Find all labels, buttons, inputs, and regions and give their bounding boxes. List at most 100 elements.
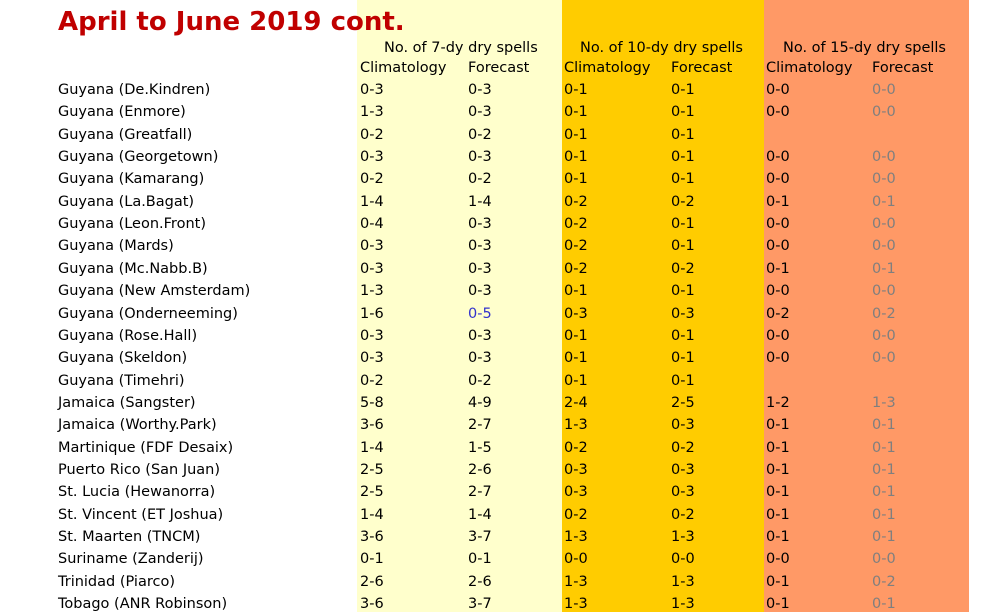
climatology-10-day-cell: 0-1: [564, 104, 588, 121]
forecast-15-day-cell: 0-0: [872, 327, 896, 344]
forecast-15-day-cell: 0-0: [872, 350, 896, 367]
table-row: Guyana (Rose.Hall) 0-3 0-3 0-1 0-1 0-0 0-0: [0, 325, 1008, 347]
station-name-cell: Tobago (ANR Robinson): [58, 596, 228, 613]
forecast-10-day-cell: 0-1: [671, 126, 695, 143]
header-15-day-dry-spells: No. of 15-dy dry spells: [783, 40, 946, 56]
climatology-15-day-cell: 0-1: [766, 596, 790, 613]
forecast-7-day-cell: 0-3: [468, 350, 492, 367]
forecast-15-day-cell: 0-1: [872, 596, 896, 613]
station-name-cell: Guyana (La.Bagat): [58, 193, 195, 210]
forecast-7-day-cell: 1-5: [468, 439, 492, 456]
forecast-7-day-cell: 0-3: [468, 260, 492, 277]
climatology-7-day-cell: 3-6: [360, 596, 384, 613]
forecast-7-day-cell: 0-2: [468, 372, 492, 389]
forecast-10-day-cell: 1-3: [671, 596, 695, 613]
table-row: Jamaica (Sangster) 5-8 4-9 2-4 2-5 1-2 1-3: [0, 392, 1008, 414]
table-row: St. Vincent (ET Joshua) 1-4 1-4 0-2 0-2 0-1 0-…: [0, 504, 1008, 526]
forecast-15-day-cell: 0-1: [872, 506, 896, 523]
climatology-10-day-cell: 0-2: [564, 193, 588, 210]
band-15-day: [764, 0, 969, 612]
forecast-15-day-cell: 0-1: [872, 439, 896, 456]
station-name-cell: Guyana (New Amsterdam): [58, 283, 251, 300]
table-row: Guyana (Timehri) 0-2 0-2 0-1 0-1: [0, 370, 1008, 392]
table-row: Suriname (Zanderij) 0-1 0-1 0-0 0-0 0-0 0-0: [0, 548, 1008, 570]
forecast-15-day-cell: 0-0: [872, 171, 896, 188]
forecast-15-day-cell: 0-1: [872, 260, 896, 277]
climatology-15-day-cell: 0-0: [766, 551, 790, 568]
table-row: Guyana (Georgetown) 0-3 0-3 0-1 0-1 0-0 0-0: [0, 146, 1008, 168]
climatology-15-day-cell: 0-0: [766, 171, 790, 188]
page-title: April to June 2019 cont.: [58, 7, 405, 37]
climatology-10-day-cell: 1-3: [564, 417, 588, 434]
subheader-forecast-10: Forecast: [671, 60, 733, 76]
station-name-cell: Trinidad (Piarco): [58, 573, 175, 590]
station-name-cell: Guyana (Enmore): [58, 104, 186, 121]
forecast-7-day-cell: 1-4: [468, 193, 492, 210]
climatology-7-day-cell: 0-4: [360, 216, 384, 233]
band-7-day: [357, 0, 562, 612]
forecast-10-day-cell: 0-3: [671, 484, 695, 501]
climatology-7-day-cell: 1-4: [360, 439, 384, 456]
forecast-7-day-cell: 3-7: [468, 529, 492, 545]
climatology-10-day-cell: 0-1: [564, 327, 588, 344]
climatology-10-day-cell: 0-1: [564, 126, 588, 143]
climatology-15-day-cell: 0-1: [766, 573, 790, 590]
climatology-10-day-cell: 0-1: [564, 283, 588, 300]
forecast-7-day-cell: 0-3: [468, 216, 492, 233]
station-name-cell: Guyana (Greatfall): [58, 126, 193, 143]
forecast-10-day-cell: 0-2: [671, 260, 695, 277]
forecast-7-day-cell: 0-3: [468, 82, 492, 98]
climatology-7-day-cell: 0-1: [360, 551, 384, 568]
table-row: Guyana (Kamarang) 0-2 0-2 0-1 0-1 0-0 0-0: [0, 168, 1008, 190]
forecast-15-day-cell: 0-0: [872, 216, 896, 233]
band-10-day: [562, 0, 764, 612]
climatology-7-day-cell: 2-5: [360, 484, 384, 501]
climatology-7-day-cell: 0-2: [360, 126, 384, 143]
climatology-7-day-cell: 1-3: [360, 104, 384, 121]
climatology-7-day-cell: 0-3: [360, 149, 384, 166]
station-name-cell: Jamaica (Sangster): [58, 394, 196, 411]
table-row: Guyana (Onderneeming) 1-6 0-5 0-3 0-3 0-2 0-2: [0, 303, 1008, 325]
climatology-7-day-cell: 0-3: [360, 238, 384, 255]
climatology-15-day-cell: 0-1: [766, 484, 790, 501]
table-row: Trinidad (Piarco) 2-6 2-6 1-3 1-3 0-1 0-2: [0, 571, 1008, 593]
climatology-10-day-cell: 0-2: [564, 238, 588, 255]
climatology-7-day-cell: 2-6: [360, 573, 384, 590]
table-row: Tobago (ANR Robinson) 3-6 3-7 1-3 1-3 0-1 0-1: [0, 593, 1008, 615]
station-name-cell: Guyana (Kamarang): [58, 171, 205, 188]
climatology-7-day-cell: 0-2: [360, 372, 384, 389]
forecast-7-day-cell: 2-6: [468, 461, 492, 478]
subheader-climatology-15: Climatology: [766, 60, 853, 76]
climatology-15-day-cell: 0-1: [766, 461, 790, 478]
climatology-15-day-cell: 0-0: [766, 216, 790, 233]
table-row: Guyana (Enmore) 1-3 0-3 0-1 0-1 0-0 0-0: [0, 101, 1008, 123]
table-row: Guyana (De.Kindren) 0-3 0-3 0-1 0-1 0-0 0-0: [0, 79, 1008, 101]
climatology-10-day-cell: 0-1: [564, 149, 588, 166]
subheader-forecast-7: Forecast: [468, 60, 530, 76]
forecast-10-day-cell: 0-3: [671, 305, 695, 322]
table-row: Guyana (La.Bagat) 1-4 1-4 0-2 0-2 0-1 0-1: [0, 191, 1008, 213]
station-name-cell: Puerto Rico (San Juan): [58, 461, 221, 478]
forecast-15-day-cell: 0-0: [872, 283, 896, 300]
forecast-10-day-cell: 0-0: [671, 551, 695, 568]
forecast-15-day-cell: 0-1: [872, 417, 896, 434]
table-row: St. Maarten (TNCM) 3-6 3-7 1-3 1-3 0-1 0-1: [0, 526, 1008, 548]
table-row: Jamaica (Worthy.Park) 3-6 2-7 1-3 0-3 0-1 0-1: [0, 414, 1008, 436]
forecast-10-day-cell: 0-1: [671, 171, 695, 188]
climatology-7-day-cell: 1-4: [360, 193, 384, 210]
forecast-15-day-cell: 1-3: [872, 394, 896, 411]
climatology-10-day-cell: 1-3: [564, 529, 588, 545]
climatology-10-day-cell: 0-2: [564, 439, 588, 456]
climatology-7-day-cell: 5-8: [360, 394, 384, 411]
forecast-10-day-cell: 0-2: [671, 506, 695, 523]
station-name-cell: St. Lucia (Hewanorra): [58, 484, 216, 501]
station-name-cell: Guyana (Mards): [58, 238, 174, 255]
station-name-cell: Martinique (FDF Desaix): [58, 439, 234, 456]
forecast-10-day-cell: 0-1: [671, 350, 695, 367]
forecast-7-day-cell: 0-3: [468, 283, 492, 300]
forecast-10-day-cell: 0-1: [671, 283, 695, 300]
climatology-7-day-cell: 1-4: [360, 506, 384, 523]
climatology-7-day-cell: 0-2: [360, 171, 384, 188]
forecast-10-day-cell: 0-1: [671, 216, 695, 233]
forecast-15-day-cell: 0-2: [872, 573, 896, 590]
